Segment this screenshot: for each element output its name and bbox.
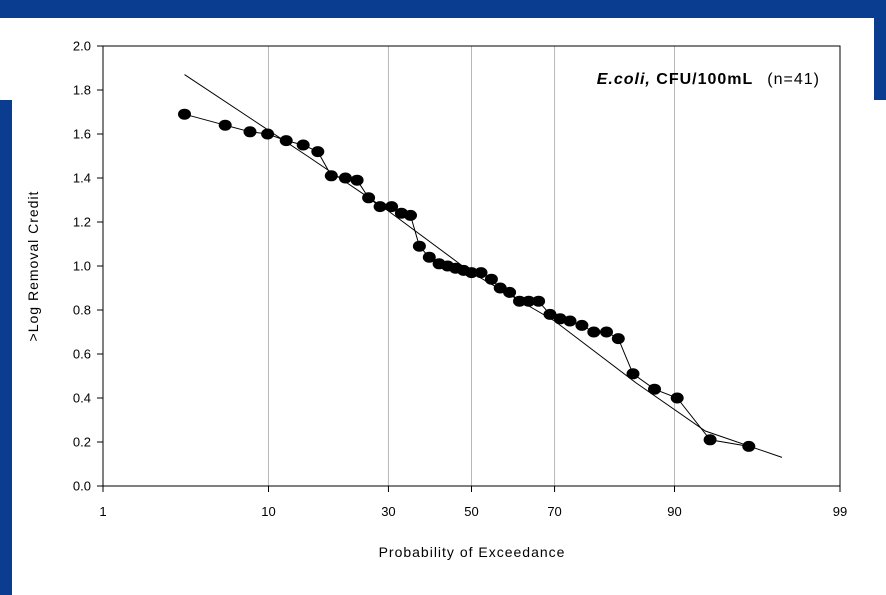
data-point bbox=[532, 295, 546, 307]
y-tick-label: 0.8 bbox=[73, 303, 91, 318]
x-tick-label: 70 bbox=[547, 504, 561, 519]
data-point bbox=[703, 434, 717, 446]
y-tick-label: 1.4 bbox=[73, 171, 91, 186]
data-point bbox=[648, 383, 661, 395]
data-point bbox=[385, 201, 399, 213]
right-edge-band bbox=[874, 0, 886, 100]
x-tick-label: 1 bbox=[99, 504, 106, 519]
data-point bbox=[218, 119, 232, 131]
data-point bbox=[338, 172, 352, 184]
data-point bbox=[522, 295, 536, 307]
data-point bbox=[742, 440, 756, 452]
data-point bbox=[373, 201, 387, 213]
data-point bbox=[178, 108, 191, 120]
data-point bbox=[422, 251, 436, 263]
x-tick-label: 99 bbox=[833, 504, 847, 519]
x-axis-title: Probability of Exceedance bbox=[379, 544, 566, 560]
data-point bbox=[563, 315, 577, 327]
data-point bbox=[670, 392, 684, 404]
chart-title: E.coli, CFU/100mL (n=41) bbox=[597, 71, 820, 88]
title-units: CFU/100mL bbox=[651, 71, 753, 88]
data-point bbox=[587, 326, 601, 338]
data-point bbox=[279, 135, 293, 147]
y-tick-label: 0.2 bbox=[73, 435, 91, 450]
title-count: (n=41) bbox=[767, 71, 820, 88]
y-tick-label: 2.0 bbox=[73, 39, 91, 54]
data-point bbox=[296, 139, 310, 151]
data-point bbox=[543, 308, 557, 320]
y-tick-label: 1.2 bbox=[73, 215, 91, 230]
data-point bbox=[553, 313, 567, 325]
data-point bbox=[513, 295, 526, 307]
data-point bbox=[324, 170, 338, 182]
data-point bbox=[503, 286, 517, 298]
y-tick-label: 0.6 bbox=[73, 347, 91, 362]
series-line bbox=[184, 113, 749, 447]
y-tick-label: 1.0 bbox=[73, 259, 91, 274]
data-point bbox=[261, 128, 275, 140]
grid-lines bbox=[267, 46, 676, 486]
trend-line bbox=[184, 74, 783, 458]
header-band bbox=[0, 0, 886, 18]
y-tick-label: 1.6 bbox=[73, 127, 91, 142]
x-tick-label: 30 bbox=[381, 504, 395, 519]
data-point bbox=[404, 209, 417, 221]
x-tick-label: 10 bbox=[261, 504, 275, 519]
y-tick-label: 1.8 bbox=[73, 83, 91, 98]
data-point bbox=[474, 267, 488, 279]
y-tick-label: 0.0 bbox=[73, 479, 91, 494]
data-points bbox=[178, 108, 756, 452]
data-point bbox=[362, 192, 376, 204]
y-axis-title: >Log Removal Credit bbox=[25, 191, 41, 342]
data-point bbox=[350, 174, 364, 186]
left-edge-band bbox=[0, 100, 12, 595]
x-axis: 1 10 30 50 70 90 99 bbox=[99, 486, 847, 519]
y-tick-label: 0.4 bbox=[73, 391, 91, 406]
x-tick-label: 90 bbox=[667, 504, 681, 519]
data-point bbox=[412, 240, 426, 252]
title-organism: E.coli, bbox=[597, 71, 651, 88]
data-point bbox=[611, 333, 625, 345]
x-tick-label: 50 bbox=[464, 504, 478, 519]
data-point bbox=[600, 326, 613, 338]
data-point bbox=[626, 368, 640, 380]
data-point bbox=[311, 146, 325, 158]
data-point bbox=[575, 319, 589, 331]
y-axis: 0.0 0.2 0.4 0.6 0.8 1.0 1.2 1.4 1.6 1.8 2.0 bbox=[73, 39, 103, 494]
data-point bbox=[243, 126, 257, 138]
data-point bbox=[484, 273, 498, 285]
data-point bbox=[465, 267, 478, 279]
